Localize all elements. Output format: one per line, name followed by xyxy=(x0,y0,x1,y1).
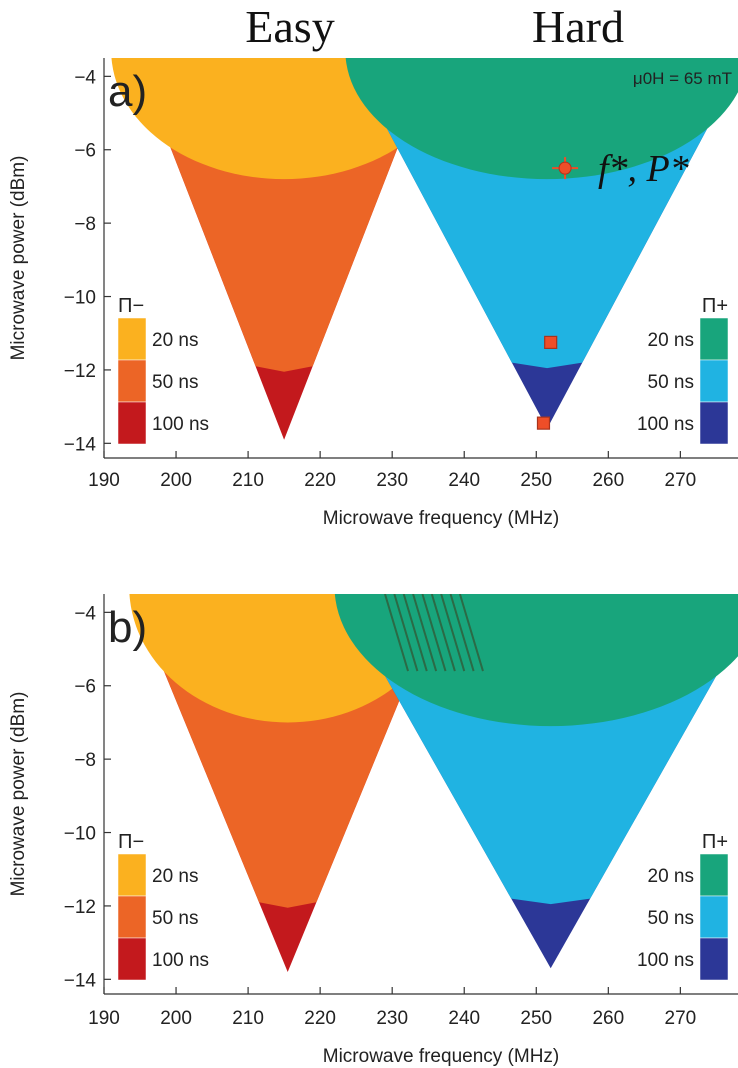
x-tick-label: 240 xyxy=(448,1008,480,1029)
y-axis-label: Microwave power (dBm) xyxy=(8,156,29,361)
y-tick-label: −10 xyxy=(64,824,96,845)
y-tick-label: −8 xyxy=(74,750,96,771)
x-tick-label: 230 xyxy=(376,470,408,491)
minus-legend-label: 20 ns xyxy=(152,330,198,351)
x-tick-label: 230 xyxy=(376,1008,408,1029)
panel-label: a) xyxy=(108,67,147,116)
x-axis-label: Microwave frequency (MHz) xyxy=(323,1046,560,1067)
x-tick-label: 250 xyxy=(520,470,552,491)
y-tick-label: −12 xyxy=(64,897,96,918)
plus-legend-label: 20 ns xyxy=(648,330,694,351)
y-tick-label: −14 xyxy=(64,434,97,455)
minus-legend-swatch xyxy=(117,317,147,361)
hatch-line xyxy=(393,594,419,672)
plus-legend-label: 50 ns xyxy=(648,372,694,393)
y-axis-label: Microwave power (dBm) xyxy=(8,692,29,897)
x-tick-label: 210 xyxy=(232,1008,264,1029)
plus-legend-swatch xyxy=(699,853,729,897)
marker-point-1 xyxy=(544,335,558,350)
plus-legend-swatch xyxy=(699,401,729,445)
x-tick-label: 210 xyxy=(232,470,264,491)
panel-label: b) xyxy=(108,603,147,652)
plot-area xyxy=(129,594,738,972)
header-easy: Easy xyxy=(245,1,334,52)
x-tick-label: 260 xyxy=(592,470,624,491)
minus-legend-swatch xyxy=(117,895,147,939)
hatch-line xyxy=(402,594,428,672)
x-tick-label: 190 xyxy=(88,470,120,491)
x-tick-label: 250 xyxy=(520,1008,552,1029)
overlap-hatch xyxy=(384,594,484,672)
hatch-line xyxy=(440,594,466,672)
minus-legend-title: Π− xyxy=(118,831,144,853)
marker-label: f*, P* xyxy=(598,148,689,190)
y-tick-label: −14 xyxy=(64,970,97,991)
x-axis-label: Microwave frequency (MHz) xyxy=(323,508,560,529)
y-tick-label: −4 xyxy=(74,67,96,88)
x-tick-label: 270 xyxy=(665,470,697,491)
plot-area xyxy=(111,58,738,440)
y-tick-label: −10 xyxy=(64,288,96,309)
y-tick-label: −6 xyxy=(74,141,96,162)
x-tick-label: 220 xyxy=(304,1008,336,1029)
x-tick-label: 190 xyxy=(88,1008,120,1029)
minus-legend-label: 100 ns xyxy=(152,950,209,971)
minus-legend-title: Π− xyxy=(118,295,144,317)
x-tick-label: 200 xyxy=(160,470,192,491)
panel-b: 190 200 210 220 230 240 250 260 270 −4 −6 −8 −10 −12 −… xyxy=(8,594,738,1067)
plus-legend-label: 20 ns xyxy=(648,866,694,887)
hatch-line xyxy=(430,594,456,672)
hard-region-20ns xyxy=(345,58,738,180)
plus-legend-label: 100 ns xyxy=(637,950,694,971)
minus-legend-swatch xyxy=(117,359,147,403)
hatch-line xyxy=(412,594,438,672)
minus-legend-swatch xyxy=(117,401,147,445)
x-tick-label: 270 xyxy=(665,1008,697,1029)
minus-legend-swatch xyxy=(117,853,147,897)
minus-legend-label: 20 ns xyxy=(152,866,198,887)
y-tick-label: −8 xyxy=(74,214,96,235)
plus-legend-swatch xyxy=(699,359,729,403)
panel-a: 190 200 210 220 230 240 250 260 270 −4 −6 −8 −10 −12 −… xyxy=(8,58,738,529)
minus-legend-label: 50 ns xyxy=(152,372,198,393)
marker-point-2 xyxy=(536,416,551,430)
plus-legend-title: Π+ xyxy=(702,295,728,317)
header-hard: Hard xyxy=(532,1,624,52)
hard-region-20ns xyxy=(334,594,738,727)
plus-legend-label: 100 ns xyxy=(637,414,694,435)
plus-legend-title: Π+ xyxy=(702,831,728,853)
marker-point-0 xyxy=(558,161,572,175)
x-tick-label: 200 xyxy=(160,1008,192,1029)
y-tick-label: −4 xyxy=(74,603,96,624)
y-tick-label: −6 xyxy=(74,677,96,698)
hatch-line xyxy=(458,594,484,672)
plus-legend-swatch xyxy=(699,317,729,361)
minus-legend-label: 50 ns xyxy=(152,908,198,929)
plus-legend-swatch xyxy=(699,937,729,981)
hatch-line xyxy=(421,594,447,672)
x-tick-label: 240 xyxy=(448,470,480,491)
plus-legend-label: 50 ns xyxy=(648,908,694,929)
hatch-line xyxy=(449,594,475,672)
y-tick-label: −12 xyxy=(64,361,96,382)
plus-legend-swatch xyxy=(699,895,729,939)
hatch-line xyxy=(384,594,409,672)
minus-legend-label: 100 ns xyxy=(152,414,209,435)
minus-legend-swatch xyxy=(117,937,147,981)
field-annotation: μ0H = 65 mT xyxy=(633,69,732,88)
x-tick-label: 260 xyxy=(592,1008,624,1029)
x-tick-label: 220 xyxy=(304,470,336,491)
